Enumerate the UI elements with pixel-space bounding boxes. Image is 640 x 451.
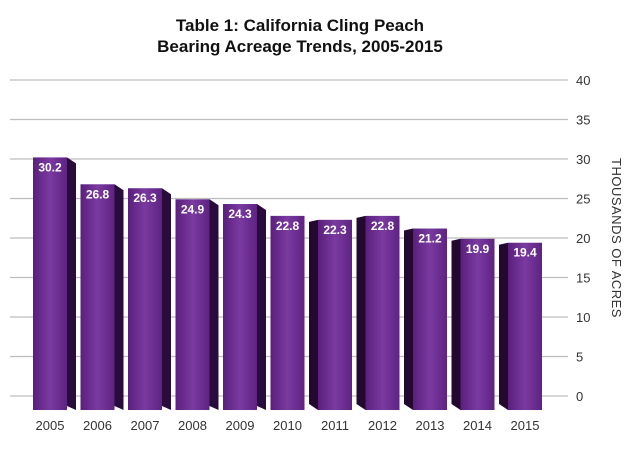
bar-side [114, 184, 124, 410]
y-tick-label: 30 [576, 152, 590, 167]
bar-2006: 26.8 2006 [80, 184, 124, 433]
bar-2015: 19.4 2015 [499, 242, 542, 433]
data-label: 19.9 [466, 242, 490, 256]
x-tick-label: 2014 [463, 418, 492, 433]
bar-side [451, 238, 461, 410]
y-tick-label: 35 [576, 113, 590, 128]
bar [460, 238, 495, 410]
bar-2013: 21.2 2013 [404, 228, 447, 433]
bar-side [209, 199, 219, 410]
bar-2009: 24.3 2009 [223, 204, 266, 433]
bar-2005: 30.2 2005 [33, 157, 76, 433]
bar-side [257, 204, 266, 410]
bar-2010: 22.8 2010 [270, 215, 305, 433]
y-tick-label: 40 [576, 73, 590, 88]
x-tick-label: 2013 [416, 418, 445, 433]
x-tick-label: 2006 [83, 418, 112, 433]
bar-2012: 22.8 2012 [356, 215, 400, 433]
bar [318, 219, 352, 410]
x-tick-label: 2008 [178, 418, 207, 433]
y-tick-label: 10 [576, 310, 590, 325]
data-label: 24.3 [228, 207, 252, 221]
data-label: 26.3 [133, 191, 157, 205]
x-tick-label: 2015 [511, 418, 540, 433]
data-label: 24.9 [181, 202, 205, 216]
y-tick-label: 5 [576, 350, 583, 365]
chart-title-line1: Table 1: California Cling Peach [175, 16, 425, 35]
bar-side [309, 219, 318, 410]
bar-2011: 22.3 2011 [309, 219, 352, 433]
data-label: 30.2 [38, 160, 62, 174]
data-label: 21.2 [418, 232, 442, 246]
y-tick-label: 25 [576, 192, 590, 207]
bar-2007: 26.3 2007 [128, 188, 171, 433]
x-tick-label: 2011 [321, 418, 349, 433]
bar-side [67, 157, 76, 410]
y-axis-label: THOUSANDS OF ACRES [609, 158, 624, 318]
bar-side [162, 188, 171, 410]
bar [508, 242, 542, 410]
bar [80, 184, 115, 410]
x-tick-label: 2012 [368, 418, 397, 433]
bar-side [356, 215, 366, 410]
y-tick-label: 0 [576, 389, 583, 404]
chart-title-line2: Bearing Acreage Trends, 2005-2015 [157, 37, 443, 56]
bar [413, 228, 447, 410]
bar-2014: 19.9 2014 [451, 238, 495, 433]
data-label: 22.8 [276, 219, 300, 233]
bar-side [499, 242, 508, 410]
bar [223, 204, 257, 410]
x-tick-label: 2007 [131, 418, 160, 433]
bar-2008: 24.9 2008 [175, 199, 219, 433]
x-tick-label: 2009 [226, 418, 255, 433]
bar [365, 215, 400, 410]
data-label: 22.3 [323, 223, 347, 237]
bar [270, 215, 305, 410]
data-label: 19.4 [513, 246, 537, 260]
bar-side [404, 228, 413, 410]
data-label: 26.8 [86, 187, 110, 201]
y-tick-label: 15 [576, 271, 590, 286]
y-tick-label: 20 [576, 231, 590, 246]
bar [175, 199, 210, 410]
data-label: 22.8 [371, 219, 395, 233]
bar [128, 188, 162, 410]
bar [33, 157, 67, 410]
x-tick-label: 2010 [273, 418, 302, 433]
x-tick-label: 2005 [36, 418, 65, 433]
